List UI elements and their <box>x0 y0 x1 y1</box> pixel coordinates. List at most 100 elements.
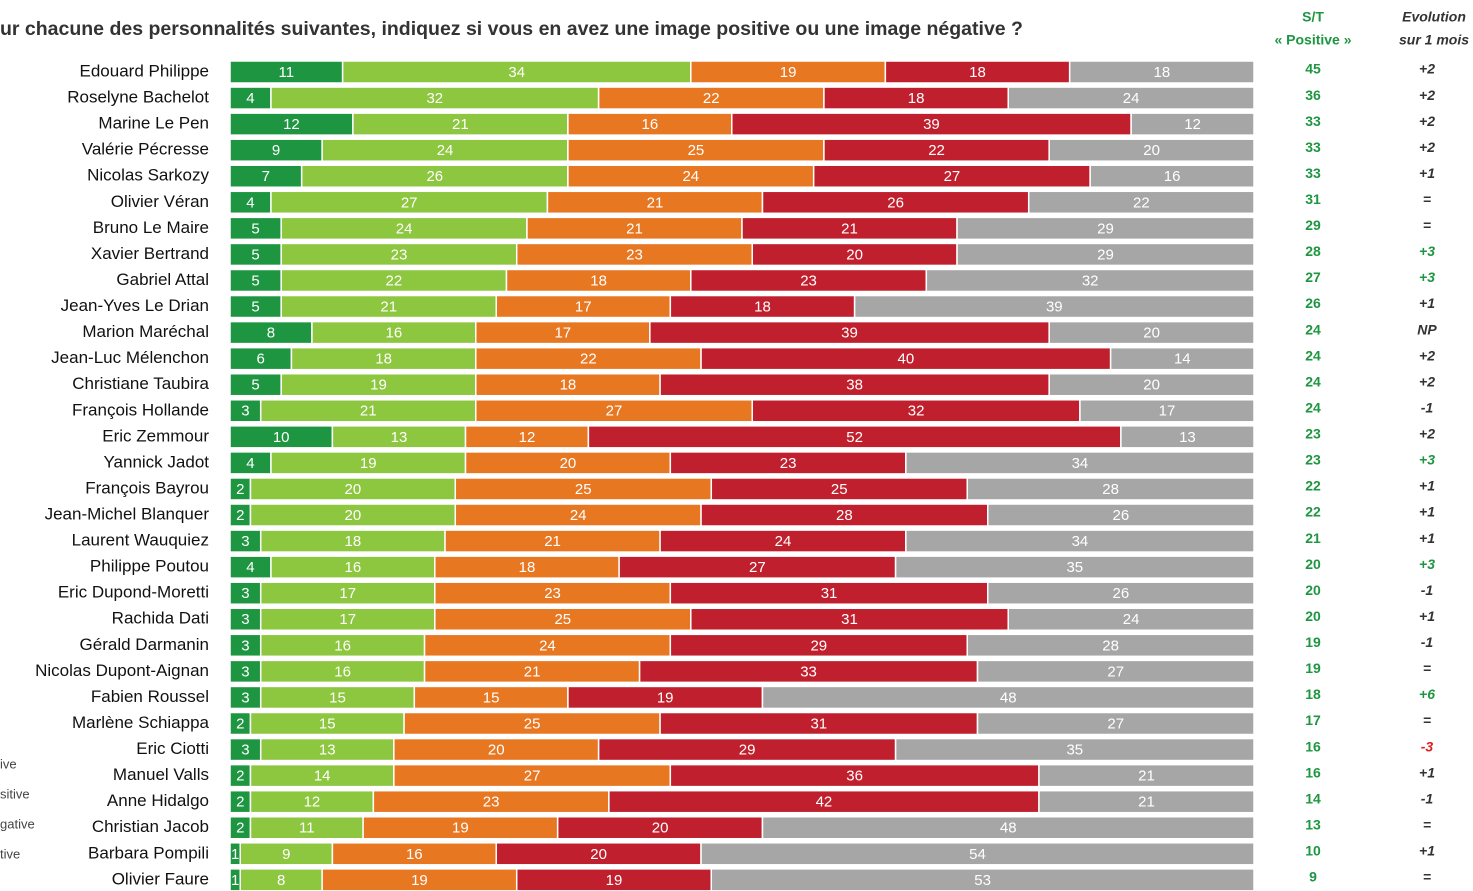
evolution-value: NP <box>1417 321 1437 337</box>
value-label: 22 <box>928 142 945 159</box>
value-label: 42 <box>816 794 833 811</box>
positive-value: 16 <box>1305 764 1321 780</box>
value-label: 3 <box>241 611 249 628</box>
value-label: 11 <box>299 820 315 837</box>
value-label: 38 <box>846 377 863 394</box>
value-label: 10 <box>273 429 290 446</box>
value-label: 2 <box>236 820 244 837</box>
value-label: 26 <box>426 168 443 185</box>
bar-segment <box>966 477 1255 501</box>
evolution-value: +2 <box>1419 113 1435 129</box>
value-label: 2 <box>236 481 244 498</box>
evolution-value: = <box>1423 869 1431 885</box>
value-label: 16 <box>1164 168 1181 185</box>
legend-label: ive <box>0 756 17 771</box>
value-label: 23 <box>780 455 797 472</box>
evolution-value: +1 <box>1419 530 1435 546</box>
positive-value: 36 <box>1305 87 1321 103</box>
bar-segment <box>1120 425 1255 449</box>
value-label: 40 <box>897 351 914 368</box>
evolution-value: +2 <box>1419 373 1435 389</box>
category-label: Yannick Jadot <box>103 452 209 471</box>
value-label: 53 <box>974 872 991 889</box>
value-label: 23 <box>800 272 817 289</box>
value-label: 25 <box>554 611 571 628</box>
category-label: Gérald Darmanin <box>80 635 209 654</box>
positive-value: 9 <box>1309 869 1317 885</box>
positive-value: 10 <box>1305 843 1321 859</box>
evolution-value: +2 <box>1419 61 1435 77</box>
value-label: 21 <box>1138 794 1155 811</box>
category-label: Nicolas Dupont-Aignan <box>35 661 209 680</box>
positive-value: 24 <box>1305 321 1321 337</box>
value-label: 9 <box>272 142 280 159</box>
value-label: 28 <box>1102 481 1119 498</box>
category-label: Gabriel Attal <box>116 270 209 289</box>
value-label: 15 <box>483 689 500 706</box>
bar-segment <box>1068 60 1255 84</box>
value-label: 19 <box>452 820 469 837</box>
category-label: Philippe Poutou <box>90 557 209 576</box>
positive-value: 22 <box>1305 478 1321 494</box>
value-label: 16 <box>406 846 423 863</box>
positive-header: S/T <box>1302 9 1324 25</box>
value-label: 21 <box>626 220 643 237</box>
positive-value: 14 <box>1305 790 1321 806</box>
value-label: 9 <box>282 846 290 863</box>
value-label: 39 <box>1046 299 1063 316</box>
positive-value: 26 <box>1305 295 1321 311</box>
bar-segment <box>1089 164 1255 188</box>
value-label: 31 <box>810 715 827 732</box>
value-label: 20 <box>590 846 607 863</box>
value-label: 5 <box>251 377 259 394</box>
bar-segment <box>966 633 1255 658</box>
value-label: 19 <box>360 455 377 472</box>
value-label: 28 <box>1102 637 1119 654</box>
evolution-value: +1 <box>1419 608 1435 624</box>
value-label: 5 <box>251 272 259 289</box>
value-label: 15 <box>319 715 336 732</box>
value-label: 19 <box>606 872 623 889</box>
value-label: 34 <box>508 64 525 81</box>
value-label: 31 <box>841 611 858 628</box>
evolution-value: -1 <box>1421 790 1434 806</box>
value-label: 2 <box>236 507 244 524</box>
value-label: 24 <box>775 533 792 550</box>
value-label: 36 <box>846 768 863 785</box>
bar-segment <box>1038 789 1255 814</box>
value-label: 4 <box>246 194 254 211</box>
positive-value: 16 <box>1305 738 1321 754</box>
positive-value: 24 <box>1305 399 1321 415</box>
value-label: 31 <box>821 585 838 602</box>
positive-value: 21 <box>1305 530 1321 546</box>
value-label: 19 <box>370 377 387 394</box>
bar-segment <box>761 815 1255 840</box>
bar-segment <box>905 451 1255 475</box>
evolution-value: +1 <box>1419 295 1435 311</box>
value-label: 14 <box>1174 351 1191 368</box>
category-label: Fabien Roussel <box>91 687 209 706</box>
category-label: Jean-Luc Mélenchon <box>51 348 209 367</box>
value-label: 17 <box>554 325 571 342</box>
evolution-value: = <box>1423 217 1431 233</box>
bar-segment <box>700 842 1255 866</box>
value-label: 21 <box>841 220 858 237</box>
value-label: 27 <box>606 403 623 420</box>
bar-segment <box>925 268 1255 293</box>
value-label: 16 <box>641 116 658 133</box>
value-label: 34 <box>1072 455 1089 472</box>
positive-value: 28 <box>1305 243 1321 259</box>
evolution-header: Evolution <box>1402 9 1466 25</box>
value-label: 19 <box>411 872 428 889</box>
value-label: 48 <box>1000 689 1017 706</box>
value-label: 14 <box>314 768 331 785</box>
bar-segment <box>761 685 1255 710</box>
evolution-value: +1 <box>1419 764 1435 780</box>
category-label: Nicolas Sarkozy <box>87 166 209 185</box>
value-label: 27 <box>401 194 418 211</box>
bar-segment <box>956 216 1255 241</box>
value-label: 29 <box>1097 246 1114 263</box>
category-label: Marlène Schiappa <box>72 713 210 732</box>
value-label: 22 <box>1133 194 1150 211</box>
